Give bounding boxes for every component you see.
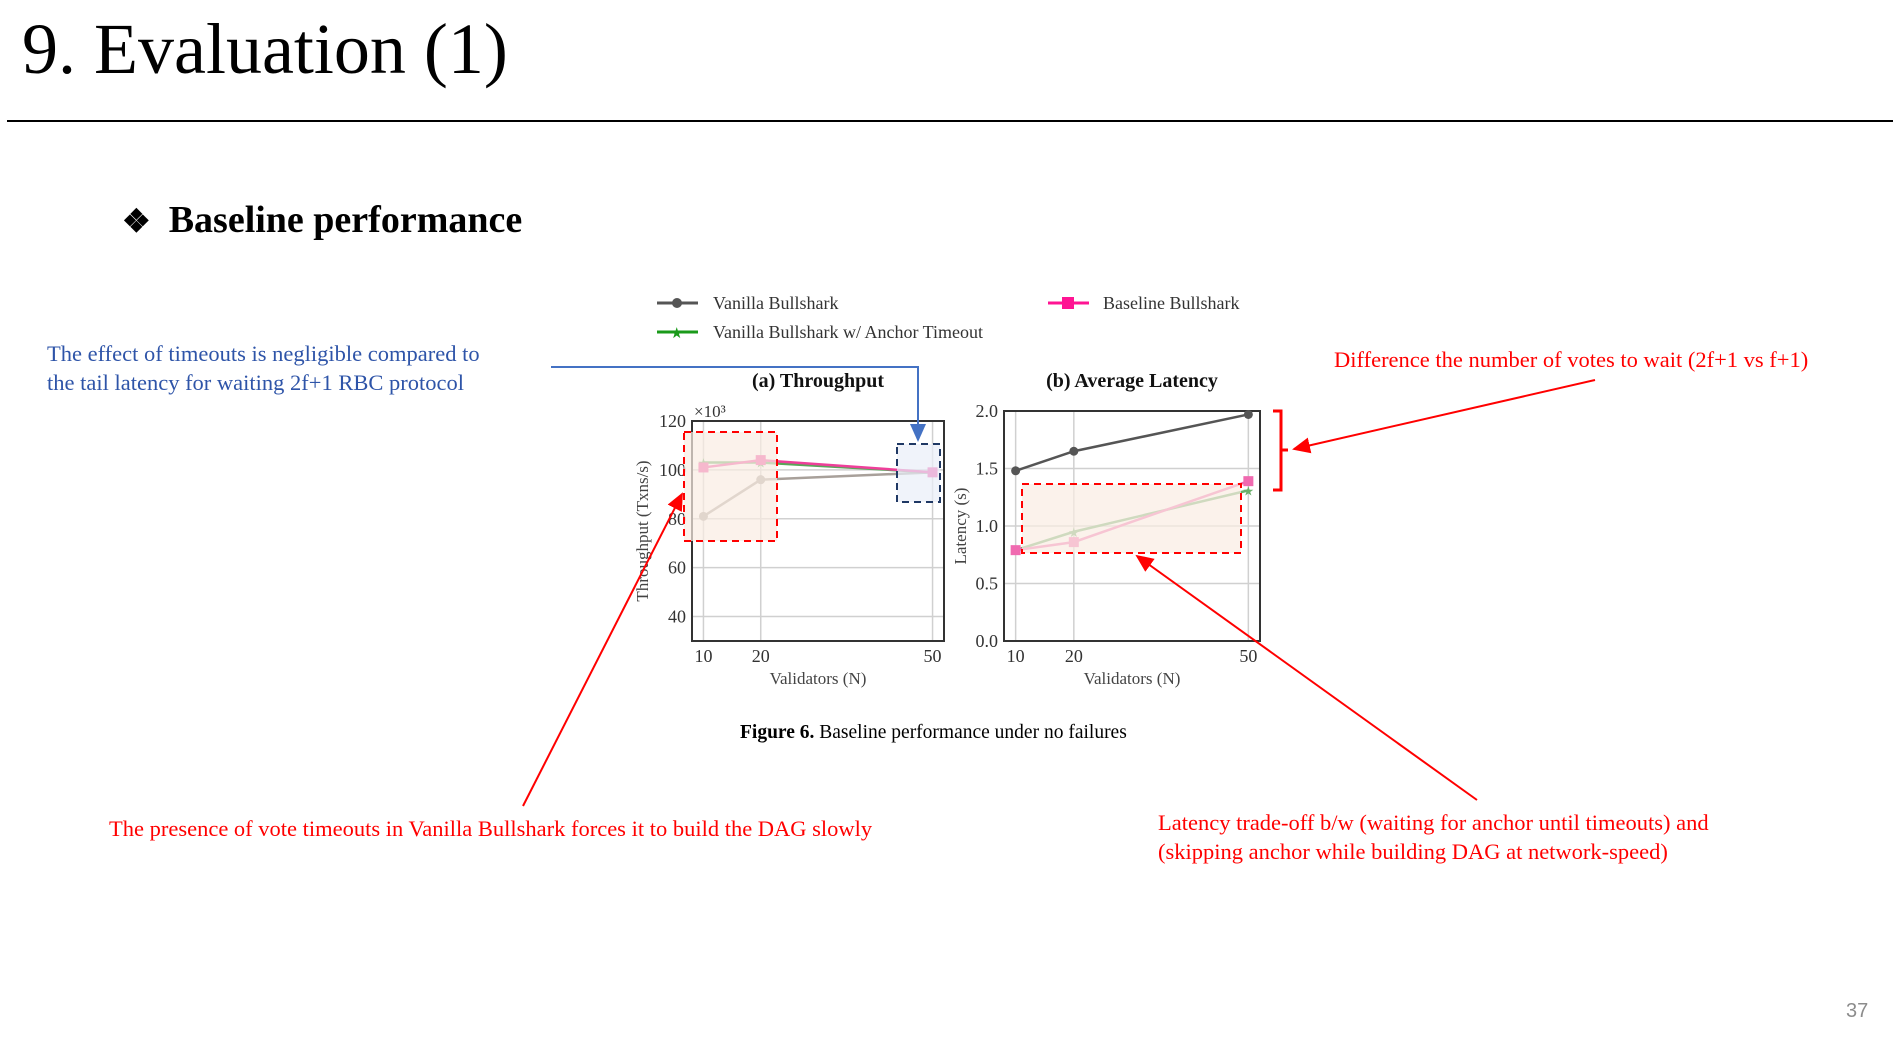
title-divider	[7, 120, 1893, 122]
series-line	[1015, 413, 1249, 472]
red-arrow-throughput	[522, 492, 683, 807]
red-arrow-bracket	[1292, 379, 1596, 454]
caption-text: Baseline performance under no failures	[814, 722, 1127, 743]
annotation-latency-tradeoff: Latency trade-off b/w (waiting for ancho…	[1158, 808, 1709, 866]
red-arrow-latency	[1135, 554, 1478, 801]
annotation-overlays	[522, 366, 1596, 807]
x-tick-label: 20	[1065, 646, 1083, 666]
annotation-votes-difference: Difference the number of votes to wait (…	[1334, 347, 1809, 372]
chart-title: (b) Average Latency	[1046, 370, 1218, 392]
legend-square-marker-icon	[1062, 297, 1074, 309]
y-tick-label: 100	[659, 460, 686, 480]
heading-text: Baseline performance	[168, 199, 523, 241]
x-tick-label: 20	[752, 646, 770, 666]
y-tick-label: 2.0	[976, 401, 999, 421]
y-axis-label: Throughput (Txns/s)	[633, 460, 652, 601]
y-tick-label: 120	[659, 411, 686, 431]
legend-star-marker-icon: ★	[670, 326, 683, 342]
legend-baseline: Baseline Bullshark	[1103, 293, 1239, 313]
data-point	[1010, 545, 1021, 556]
y-tick-label: 0.0	[976, 631, 999, 651]
y-axis-label: Latency (s)	[951, 488, 970, 565]
annotation-line: (skipping anchor while building DAG at n…	[1158, 839, 1668, 864]
caption-label: Figure 6.	[740, 722, 815, 743]
red-bracket	[1273, 409, 1288, 492]
annotation-line: the tail latency for waiting 2f+1 RBC pr…	[47, 370, 464, 395]
x-tick-label: 50	[924, 646, 942, 666]
page-number: 37	[1846, 1000, 1869, 1022]
figure-caption: Figure 6. Baseline performance under no …	[740, 722, 1127, 744]
legend-anchor-timeout: Vanilla Bullshark w/ Anchor Timeout	[713, 322, 983, 342]
y-tick-label: 1.5	[976, 459, 999, 479]
x-tick-label: 10	[694, 646, 712, 666]
y-tick-label: 1.0	[976, 516, 999, 536]
x-axis-label: Validators (N)	[770, 669, 867, 688]
legend: Vanilla Bullshark Baseline Bullshark ★ V…	[657, 293, 1239, 342]
y-tick-label: 60	[668, 558, 686, 578]
x-tick-label: 50	[1239, 646, 1257, 666]
diamond-bullet-icon: ❖	[122, 203, 151, 239]
y-tick-label: 40	[668, 607, 686, 627]
chart-title: (a) Throughput	[752, 370, 884, 392]
data-point	[1243, 476, 1254, 487]
highlight-box-n50	[896, 443, 941, 503]
annotation-line: Latency trade-off b/w (waiting for ancho…	[1158, 810, 1709, 835]
annotation-vote-timeouts: The presence of vote timeouts in Vanilla…	[109, 816, 873, 841]
highlight-box-latency	[1021, 483, 1242, 554]
legend-circle-marker-icon	[672, 298, 682, 308]
data-point: ★	[1243, 483, 1255, 498]
slide-title: 9. Evaluation (1)	[22, 9, 508, 89]
blue-arrow	[551, 366, 926, 442]
legend-vanilla: Vanilla Bullshark	[713, 293, 838, 313]
y-multiplier: ×10³	[694, 402, 726, 421]
data-point	[1011, 466, 1021, 476]
highlight-box-throughput	[683, 431, 778, 542]
data-point	[1243, 409, 1253, 419]
x-axis-label: Validators (N)	[1084, 669, 1181, 688]
annotation-line: The effect of timeouts is negligible com…	[47, 341, 480, 366]
plot-frame	[1003, 410, 1261, 642]
section-heading: ❖ Baseline performance	[122, 198, 522, 242]
y-tick-label: 0.5	[976, 574, 999, 594]
data-point	[1069, 446, 1079, 456]
annotation-timeouts-negligible: The effect of timeouts is negligible com…	[47, 339, 480, 397]
x-tick-label: 10	[1007, 646, 1025, 666]
